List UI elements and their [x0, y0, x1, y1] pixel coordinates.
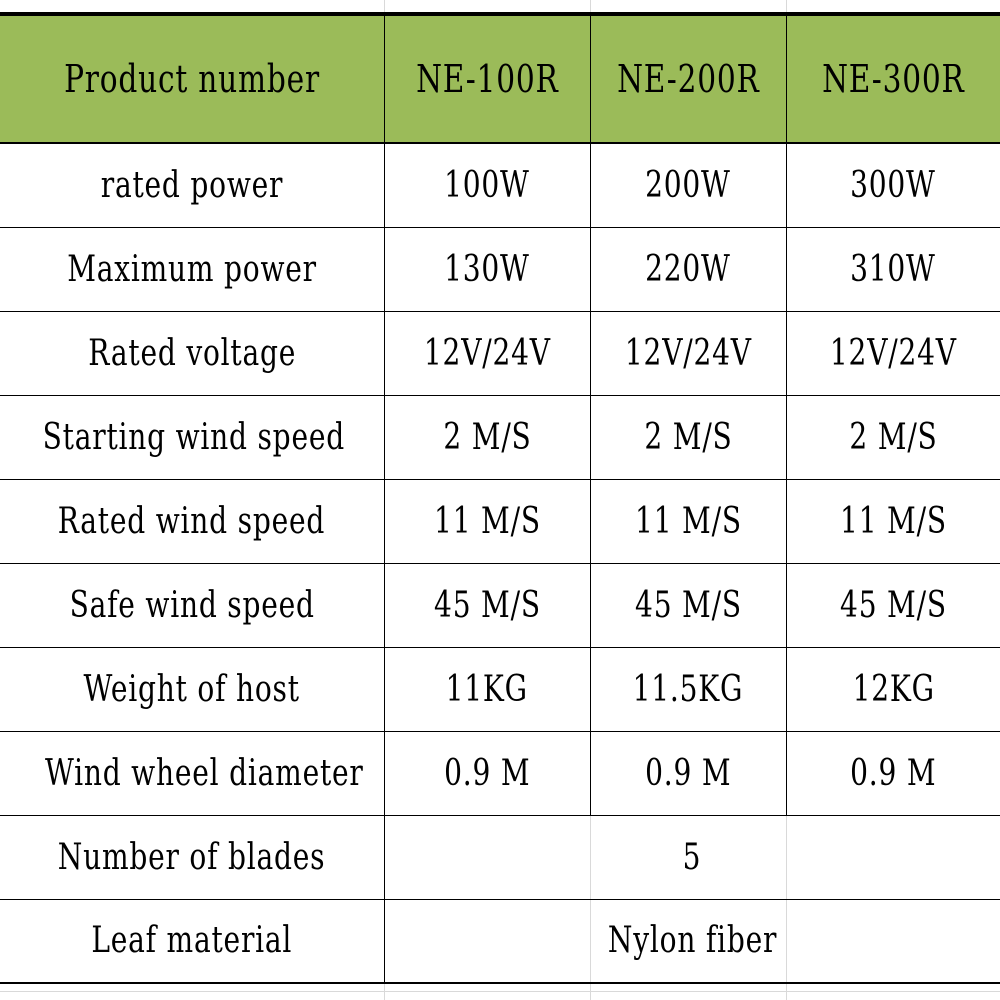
table-cell: 220W	[589, 226, 787, 312]
table-cell: 310W	[785, 226, 1000, 312]
sheet-gridline	[0, 991, 1000, 992]
table-cell: 11KG	[383, 646, 591, 732]
table-cell: 11 M/S	[785, 478, 1000, 564]
merged-table-cell: 5	[383, 814, 1000, 900]
table-row: Maximum power 130W 220W 310W	[0, 226, 1000, 312]
row-label: Leaf material	[0, 898, 385, 984]
header-cell-ne-300r: NE-300R	[785, 12, 1000, 144]
row-label: Wind wheel diameter	[0, 730, 385, 816]
table-cell: 12KG	[785, 646, 1000, 732]
table-cell: 2 M/S	[589, 394, 787, 480]
table-header-row: Product number NE-100R NE-200R NE-300R	[0, 12, 1000, 144]
table-cell: 12V/24V	[785, 310, 1000, 396]
table-row: Weight of host 11KG 11.5KG 12KG	[0, 646, 1000, 732]
table-cell: 100W	[383, 142, 591, 228]
product-spec-table: Product number NE-100R NE-200R NE-300R r…	[0, 12, 1000, 984]
row-label: Weight of host	[0, 646, 385, 732]
table-row-merged: Leaf material Nylon fiber	[0, 898, 1000, 984]
header-cell-product-number: Product number	[0, 12, 385, 144]
table-cell: 12V/24V	[589, 310, 787, 396]
header-cell-ne-200r: NE-200R	[589, 12, 787, 144]
table-cell: 2 M/S	[383, 394, 591, 480]
table-cell: 11.5KG	[589, 646, 787, 732]
row-label: Rated wind speed	[0, 478, 385, 564]
table-cell: 45 M/S	[785, 562, 1000, 648]
table-cell: 12V/24V	[383, 310, 591, 396]
table-row: Rated voltage 12V/24V 12V/24V 12V/24V	[0, 310, 1000, 396]
table-row-merged: Number of blades 5	[0, 814, 1000, 900]
header-cell-ne-100r: NE-100R	[383, 12, 591, 144]
table-row: Rated wind speed 11 M/S 11 M/S 11 M/S	[0, 478, 1000, 564]
table-cell: 45 M/S	[383, 562, 591, 648]
row-label: Number of blades	[0, 814, 385, 900]
row-label: Rated voltage	[0, 310, 385, 396]
row-label: Maximum power	[0, 226, 385, 312]
table-cell: 2 M/S	[785, 394, 1000, 480]
table-row: Starting wind speed 2 M/S 2 M/S 2 M/S	[0, 394, 1000, 480]
table-cell: 11 M/S	[589, 478, 787, 564]
table-row: Wind wheel diameter 0.9 M 0.9 M 0.9 M	[0, 730, 1000, 816]
row-label: rated power	[0, 142, 385, 228]
merged-table-cell: Nylon fiber	[383, 898, 1000, 984]
row-label: Safe wind speed	[0, 562, 385, 648]
table-cell: 0.9 M	[785, 730, 1000, 816]
table-cell: 300W	[785, 142, 1000, 228]
table-row: Safe wind speed 45 M/S 45 M/S 45 M/S	[0, 562, 1000, 648]
table-row: rated power 100W 200W 300W	[0, 142, 1000, 228]
table-cell: 45 M/S	[589, 562, 787, 648]
table-cell: 130W	[383, 226, 591, 312]
table-cell: 0.9 M	[383, 730, 591, 816]
row-label: Starting wind speed	[0, 394, 385, 480]
table-cell: 0.9 M	[589, 730, 787, 816]
table-cell: 11 M/S	[383, 478, 591, 564]
table-cell: 200W	[589, 142, 787, 228]
